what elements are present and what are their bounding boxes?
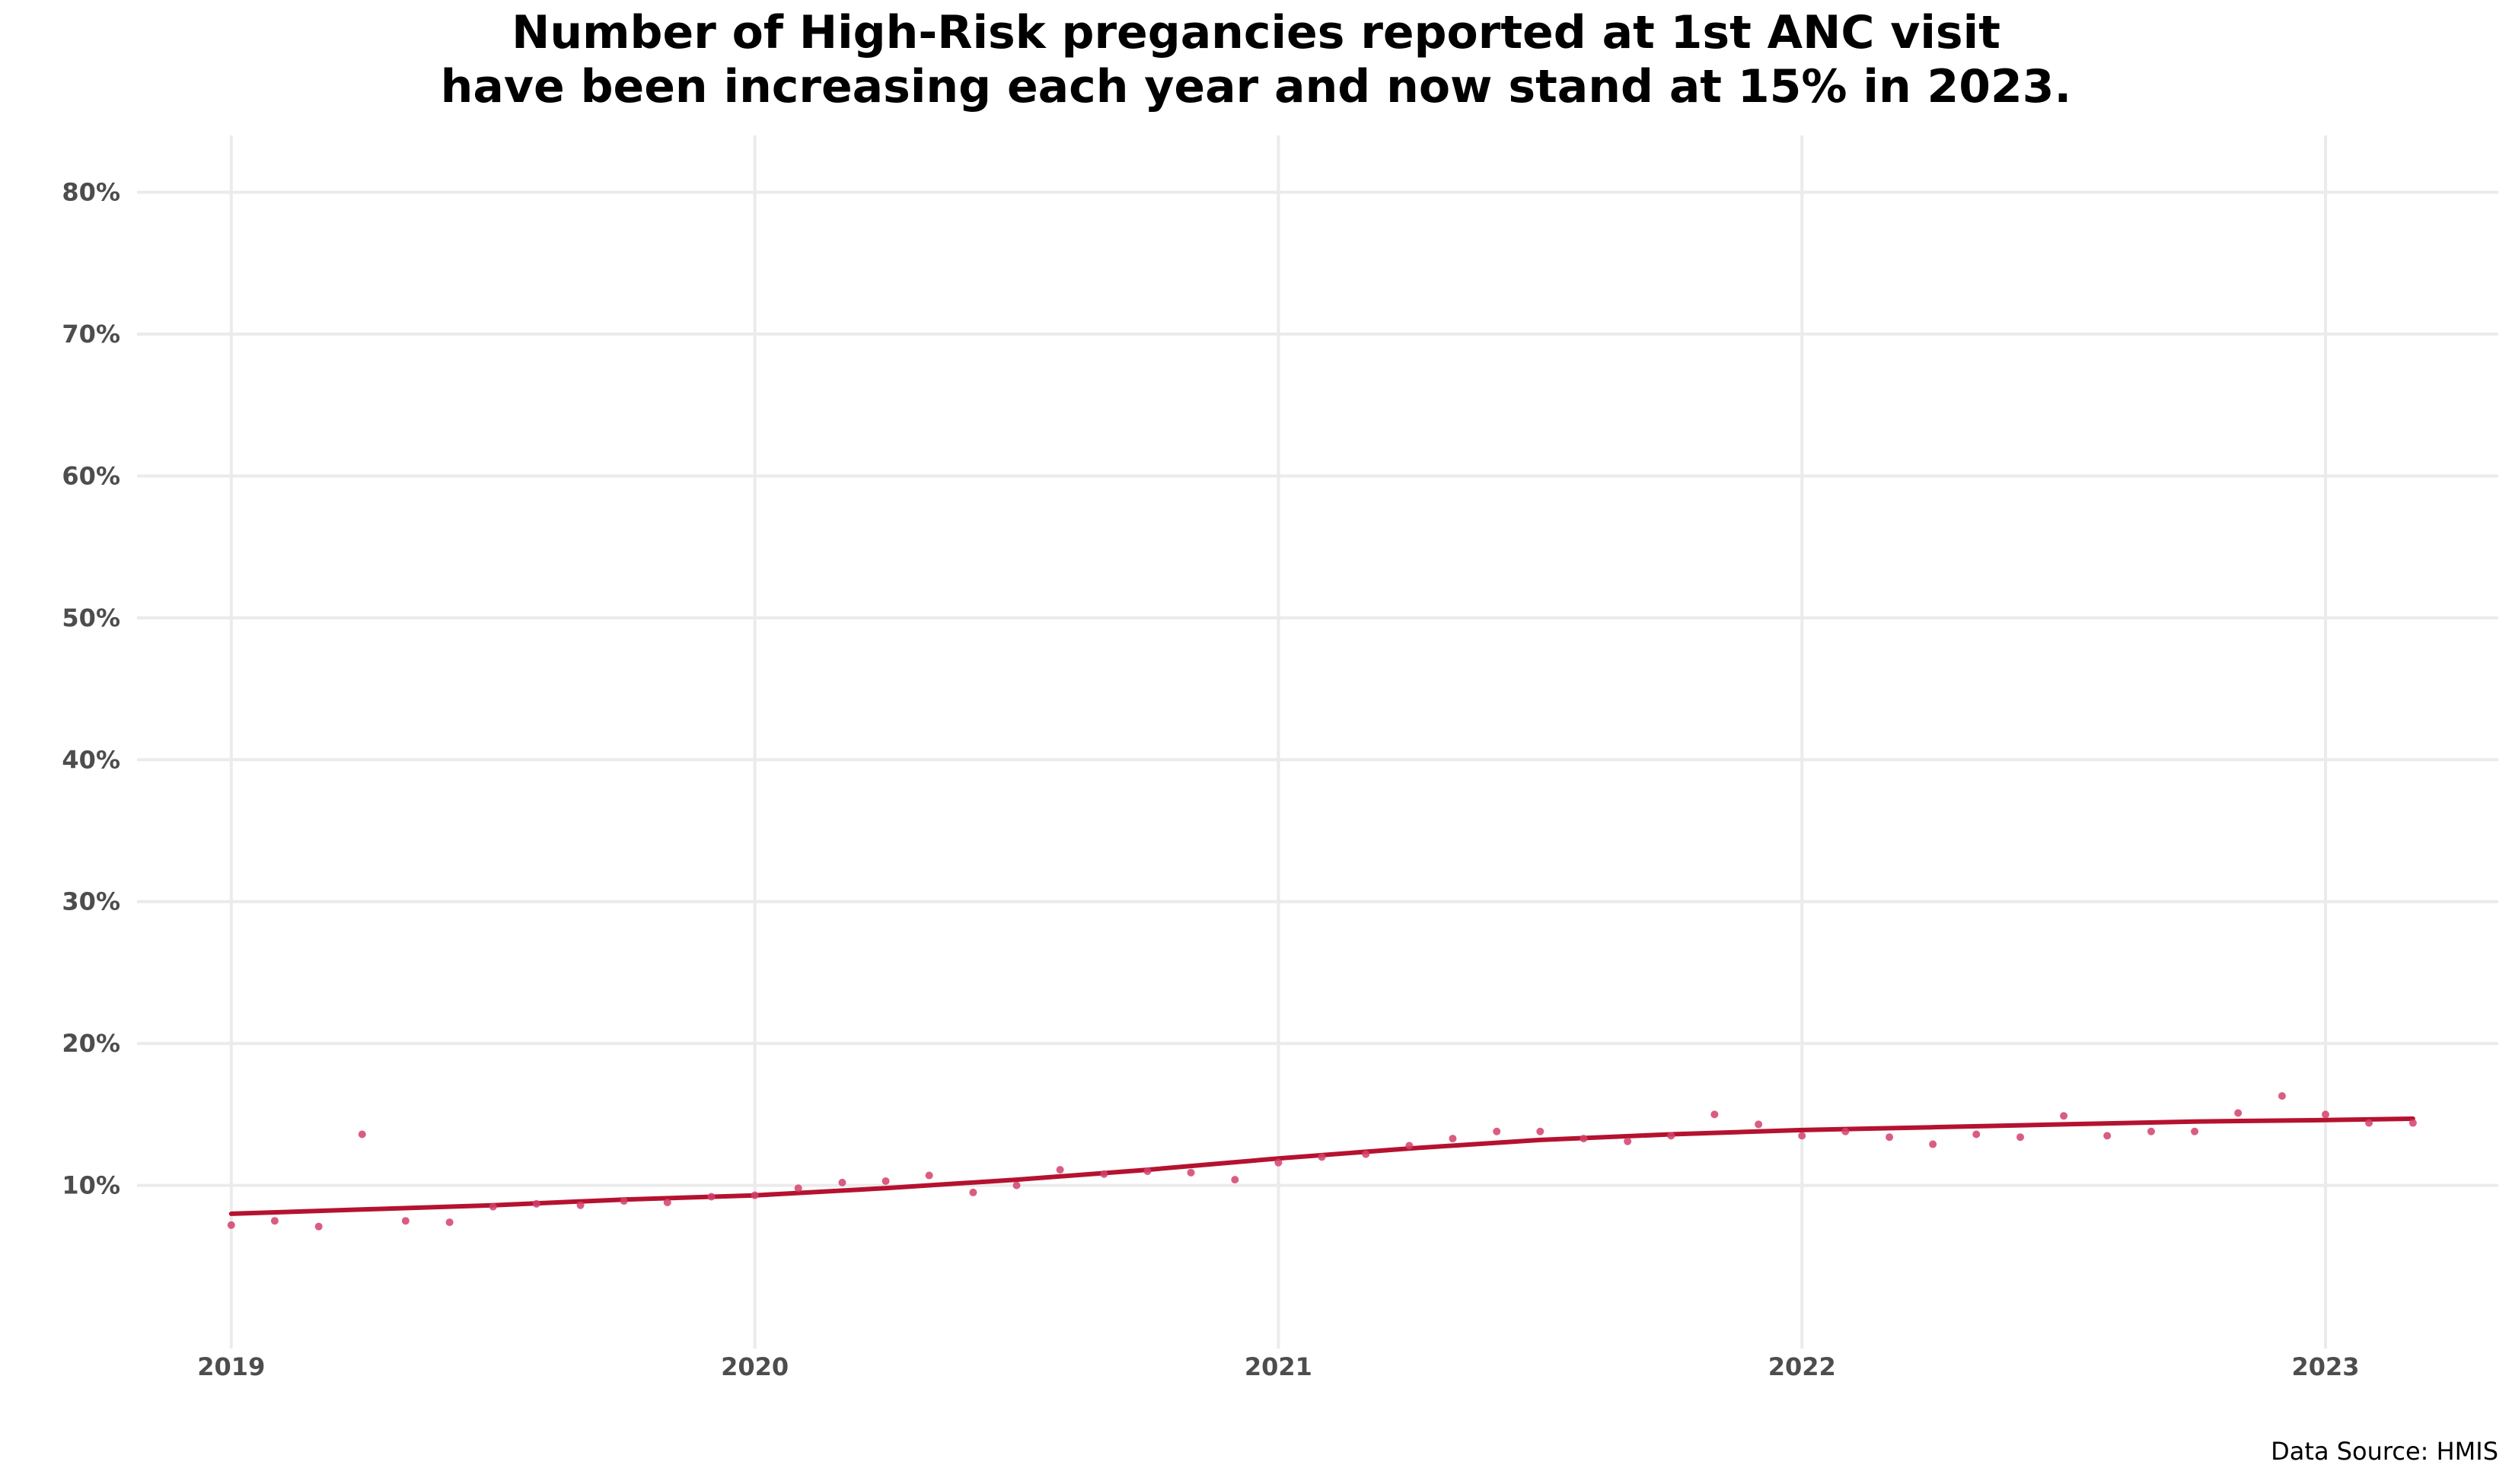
y-tick-label: 80% xyxy=(62,178,120,207)
data-point xyxy=(270,1217,279,1225)
data-point xyxy=(969,1188,977,1196)
data-source-note: Data Source: HMIS xyxy=(2271,1437,2498,1466)
chart-subtitle: have been increasing each year and now s… xyxy=(440,59,2072,113)
data-point xyxy=(2234,1109,2243,1117)
data-point xyxy=(881,1177,890,1186)
data-point xyxy=(1798,1132,1806,1140)
y-tick-label: 20% xyxy=(62,1029,120,1058)
x-tick-label: 2023 xyxy=(2291,1352,2359,1381)
data-point xyxy=(1755,1120,1763,1129)
data-points xyxy=(227,1092,2417,1231)
data-point xyxy=(751,1191,759,1199)
x-tick-label: 2019 xyxy=(197,1352,265,1381)
gridlines xyxy=(137,135,2498,1349)
data-point xyxy=(794,1184,802,1193)
data-point xyxy=(489,1202,497,1211)
data-point xyxy=(576,1201,585,1209)
data-point xyxy=(1493,1127,1501,1135)
y-tick-label: 50% xyxy=(62,603,120,632)
data-point xyxy=(1143,1167,1152,1175)
data-point xyxy=(1231,1176,1239,1184)
data-point xyxy=(620,1197,628,1205)
data-point xyxy=(227,1221,235,1229)
data-point xyxy=(1667,1132,1675,1140)
y-tick-label: 30% xyxy=(62,887,120,916)
data-point xyxy=(838,1178,846,1186)
y-tick-label: 10% xyxy=(62,1171,120,1200)
data-point xyxy=(314,1222,323,1231)
data-point xyxy=(1886,1133,1894,1142)
data-point xyxy=(1580,1135,1588,1143)
y-tick-label: 70% xyxy=(62,320,120,349)
data-point xyxy=(2016,1133,2025,1142)
x-tick-labels: 2019 2020 2021 2022 2023 xyxy=(197,1352,2359,1381)
data-point xyxy=(2365,1119,2373,1127)
data-point xyxy=(1012,1181,1021,1189)
data-point xyxy=(2322,1110,2330,1119)
y-tick-label: 40% xyxy=(62,745,120,774)
chart-title: Number of High-Risk pregancies reported … xyxy=(0,6,2512,114)
data-point xyxy=(707,1193,716,1201)
data-point xyxy=(1274,1158,1283,1167)
trend-line-group xyxy=(228,1116,2415,1216)
data-point xyxy=(1972,1130,1981,1138)
data-point xyxy=(1362,1150,1370,1158)
data-point xyxy=(1929,1140,1937,1148)
data-point xyxy=(1710,1110,1719,1119)
data-point xyxy=(1187,1168,1195,1177)
data-point xyxy=(2278,1092,2286,1100)
data-point xyxy=(401,1217,410,1225)
x-tick-label: 2022 xyxy=(1768,1352,1836,1381)
data-point xyxy=(2103,1132,2112,1140)
data-point xyxy=(1536,1127,1544,1135)
trend-line xyxy=(228,1116,2415,1216)
data-point xyxy=(1100,1170,1108,1178)
data-point xyxy=(2408,1119,2417,1127)
data-point xyxy=(358,1130,366,1138)
data-point xyxy=(1405,1142,1414,1150)
x-tick-label: 2020 xyxy=(721,1352,789,1381)
chart-title-line1: Number of High-Risk pregancies reported … xyxy=(512,6,2000,59)
y-tick-label: 60% xyxy=(62,461,120,490)
data-point xyxy=(1318,1153,1326,1161)
data-point xyxy=(532,1199,540,1208)
data-point xyxy=(1056,1166,1064,1174)
x-tick-label: 2021 xyxy=(1245,1352,1312,1381)
data-point xyxy=(2060,1112,2068,1120)
y-tick-labels: 10% 20% 30% 40% 50% 60% 70% 80% xyxy=(62,178,120,1200)
data-point xyxy=(2191,1127,2199,1135)
data-point xyxy=(925,1171,933,1180)
data-point xyxy=(663,1198,671,1206)
data-point xyxy=(1449,1135,1457,1143)
data-point xyxy=(1624,1137,1632,1145)
data-point xyxy=(1841,1127,1850,1135)
data-point xyxy=(445,1218,454,1227)
data-point xyxy=(2147,1127,2155,1135)
